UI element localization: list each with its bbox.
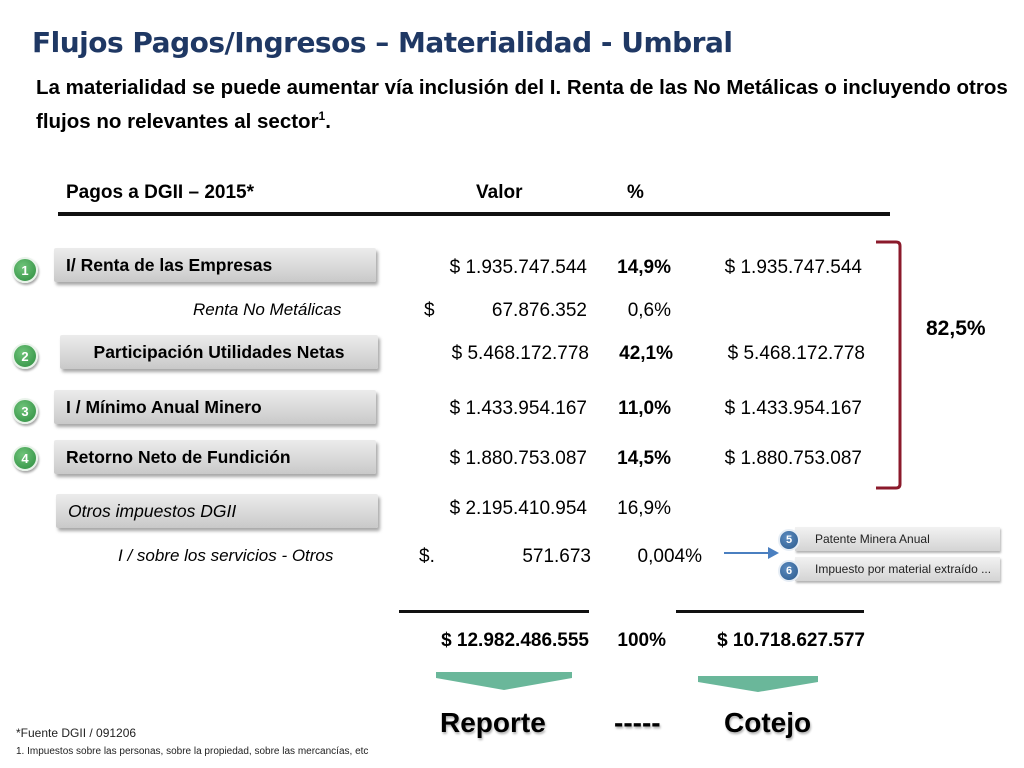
row-value: $ 1.935.747.544	[449, 257, 587, 278]
header-valor: Valor	[476, 182, 523, 203]
row-label-box: I / Mínimo Anual Minero	[54, 390, 376, 424]
row-value: $ 5.468.172.778	[451, 343, 589, 364]
row-value: 67.876.352	[491, 300, 587, 321]
label-reporte: Reporte	[440, 707, 546, 738]
row-label-box: Retorno Neto de Fundición	[54, 440, 376, 474]
row-label: I / Mínimo Anual Minero	[66, 396, 262, 417]
down-chevron-icon	[698, 676, 818, 692]
row-label: I/ Renta de las Empresas	[66, 254, 273, 275]
row-pct: 42,1%	[619, 343, 673, 364]
row-cotejo: $ 1.433.954.167	[724, 398, 862, 419]
row-value: $ 1.433.954.167	[449, 398, 587, 419]
bracket-total: 82,5%	[926, 317, 986, 340]
right-arrow-icon	[724, 547, 779, 559]
row-pct: 0,004%	[637, 546, 702, 567]
total-rule-reporte	[399, 610, 589, 613]
row-label: Retorno Neto de Fundición	[66, 446, 291, 467]
total-cotejo: $ 10.718.627.577	[717, 630, 865, 651]
side-item-badge: 6	[778, 560, 800, 582]
row-value-prefix: $.	[419, 546, 435, 567]
side-item-box: Impuesto por material extraído ...	[795, 557, 1000, 581]
row-number-badge: 4	[12, 445, 38, 471]
row-pct: 0,6%	[627, 300, 671, 321]
row-pct: 14,9%	[617, 257, 671, 278]
header-rule	[58, 212, 890, 216]
header-pct: %	[627, 182, 644, 203]
row-cotejo: $ 1.935.747.544	[724, 257, 862, 278]
row-pct: 14,5%	[617, 448, 671, 469]
subtitle-footnote-mark: 1	[318, 109, 326, 123]
side-item-label: Impuesto por material extraído ...	[815, 562, 992, 576]
row-cotejo: $ 1.880.753.087	[724, 448, 862, 469]
row-label-box: Participación Utilidades Netas	[60, 335, 378, 369]
row-label: Participación Utilidades Netas	[93, 341, 345, 362]
row-number-badge: 1	[12, 257, 38, 283]
header-pagos: Pagos a DGII – 2015*	[66, 182, 254, 203]
row-label-box: Otros impuestos DGII	[56, 494, 378, 528]
row-pct: 11,0%	[618, 398, 671, 419]
page-title: Flujos Pagos/Ingresos – Materialidad - U…	[32, 26, 733, 59]
row-value: $ 1.880.753.087	[449, 448, 587, 469]
total-reporte: $ 12.982.486.555	[441, 630, 589, 651]
label-dashes: -----	[614, 707, 661, 738]
row-label: Renta No Metálicas	[193, 300, 342, 319]
page-subtitle: La materialidad se puede aumentar vía in…	[36, 74, 1021, 136]
row-label: I / sobre los servicios - Otros	[118, 546, 334, 565]
row-cotejo: $ 5.468.172.778	[727, 343, 865, 364]
footnote-source: *Fuente DGII / 091206	[16, 726, 137, 740]
subtitle-suffix: .	[325, 109, 331, 133]
side-item-label: Patente Minera Anual	[815, 532, 930, 546]
footnote-note: 1. Impuestos sobre las personas, sobre l…	[16, 746, 369, 757]
down-chevron-icon	[436, 672, 572, 690]
row-value: $ 2.195.410.954	[449, 498, 587, 519]
subtitle-text: La materialidad se puede aumentar vía in…	[36, 76, 1008, 133]
row-number-badge: 2	[12, 343, 38, 369]
label-cotejo: Cotejo	[724, 707, 812, 738]
side-item-box: Patente Minera Anual	[795, 527, 1000, 551]
row-label: Otros impuestos DGII	[68, 500, 237, 521]
total-pct: 100%	[617, 630, 666, 651]
side-item-badge: 5	[778, 529, 800, 551]
total-rule-cotejo	[676, 610, 864, 613]
row-label-box: I/ Renta de las Empresas	[54, 248, 376, 282]
row-value-prefix: $	[424, 300, 435, 321]
bracket-right	[876, 240, 902, 490]
row-value: 571.673	[522, 546, 591, 567]
row-number-badge: 3	[12, 398, 38, 424]
row-pct: 16,9%	[617, 498, 671, 519]
